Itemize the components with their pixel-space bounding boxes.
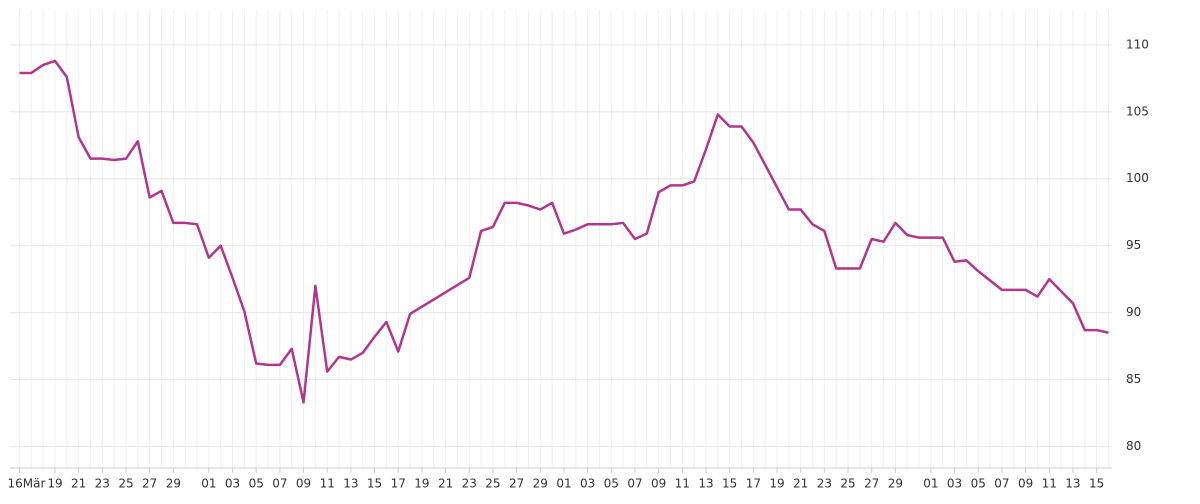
x-tick-label: 23 (817, 477, 832, 491)
x-tick-label: 23 (462, 477, 477, 491)
y-tick-label: 100 (1126, 171, 1149, 185)
x-tick-label: 01 (556, 477, 571, 491)
x-tick-label: 23 (95, 477, 110, 491)
x-tick-label: 19 (47, 477, 62, 491)
x-tick-label: 13 (698, 477, 713, 491)
x-tick-label: 27 (864, 477, 879, 491)
x-tick-label: 07 (272, 477, 287, 491)
y-tick-label: 80 (1126, 439, 1141, 453)
x-tick-label: 15 (1089, 477, 1104, 491)
x-tick-label: 03 (225, 477, 240, 491)
x-tick-label: 21 (71, 477, 86, 491)
x-tick-label: 01 (201, 477, 216, 491)
y-tick-label: 85 (1126, 372, 1141, 386)
y-tick-label: 105 (1126, 104, 1149, 118)
x-tick-label: 21 (438, 477, 453, 491)
x-tick-label: 13 (1065, 477, 1080, 491)
x-tick-label: 21 (793, 477, 808, 491)
x-tick-label: 15 (722, 477, 737, 491)
x-tick-label: 29 (533, 477, 548, 491)
y-tick-label: 90 (1126, 305, 1141, 319)
x-tick-label: 11 (675, 477, 690, 491)
x-tick-label: 05 (971, 477, 986, 491)
x-tick-label: 01 (923, 477, 938, 491)
price-line (19, 59, 1109, 404)
x-tick-label: 07 (627, 477, 642, 491)
x-tick-label: 25 (118, 477, 133, 491)
x-tick-label: 17 (746, 477, 761, 491)
x-tick-label: 11 (320, 477, 335, 491)
x-tick-label: 19 (769, 477, 784, 491)
x-tick-label: 15 (367, 477, 382, 491)
y-tick-label: 110 (1126, 37, 1149, 51)
y-tick-label: 95 (1126, 238, 1141, 252)
x-tick-label: 09 (296, 477, 311, 491)
x-tick-label: 27 (509, 477, 524, 491)
x-tick-label: 03 (580, 477, 595, 491)
x-tick-label: 19 (414, 477, 429, 491)
x-tick-label: 25 (840, 477, 855, 491)
x-tick-label: 09 (651, 477, 666, 491)
x-tick-label: 25 (485, 477, 500, 491)
x-tick-label: 29 (166, 477, 181, 491)
x-tick-label: 09 (1018, 477, 1033, 491)
x-tick-label: 17 (391, 477, 406, 491)
x-tick-label: 11 (1042, 477, 1057, 491)
x-tick-label: 05 (604, 477, 619, 491)
x-tick-label: 13 (343, 477, 358, 491)
x-tick-label: 05 (249, 477, 264, 491)
x-tick-label: 27 (142, 477, 157, 491)
x-tick-label: 07 (994, 477, 1009, 491)
x-tick-label: 29 (888, 477, 903, 491)
x-tick-label: 03 (947, 477, 962, 491)
x-tick-label: 16Mär (7, 477, 45, 491)
